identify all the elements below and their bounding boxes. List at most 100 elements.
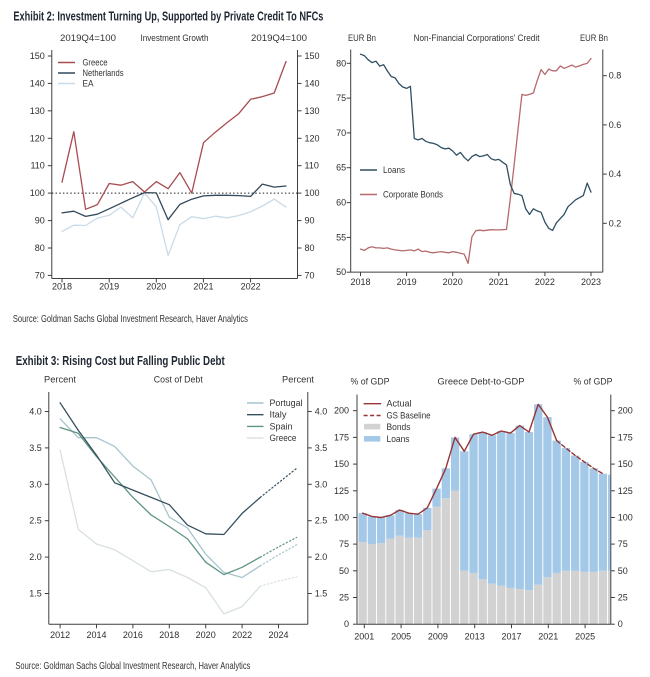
svg-text:130: 130	[305, 106, 320, 116]
svg-text:25: 25	[618, 593, 628, 603]
svg-text:100: 100	[618, 512, 633, 522]
svg-text:2018: 2018	[159, 630, 179, 640]
svg-text:50: 50	[618, 566, 628, 576]
svg-text:2016: 2016	[123, 630, 143, 640]
svg-text:2005: 2005	[391, 632, 411, 642]
svg-text:100: 100	[334, 512, 349, 522]
svg-text:Netherlands: Netherlands	[83, 68, 124, 78]
svg-text:25: 25	[339, 593, 349, 603]
svg-text:Source: Goldman Sachs Global I: Source: Goldman Sachs Global Investment …	[15, 660, 250, 672]
svg-text:55: 55	[336, 232, 346, 242]
svg-text:75: 75	[618, 539, 628, 549]
svg-text:125: 125	[618, 486, 633, 496]
svg-text:2009: 2009	[428, 632, 448, 642]
svg-text:1.5: 1.5	[315, 589, 328, 599]
svg-text:Italy: Italy	[270, 410, 288, 420]
svg-text:80: 80	[336, 58, 346, 68]
svg-text:175: 175	[334, 432, 349, 442]
svg-text:Portugal: Portugal	[270, 398, 303, 408]
svg-text:75: 75	[336, 93, 346, 103]
svg-text:120: 120	[30, 133, 45, 143]
svg-text:100: 100	[305, 188, 320, 198]
svg-text:Actual: Actual	[387, 399, 412, 409]
svg-text:2025: 2025	[575, 632, 595, 642]
svg-text:80: 80	[305, 243, 315, 253]
svg-text:Loans: Loans	[383, 165, 405, 175]
svg-text:4.0: 4.0	[29, 407, 42, 417]
svg-text:0.8: 0.8	[609, 71, 622, 81]
svg-text:2020: 2020	[443, 277, 463, 287]
svg-text:200: 200	[618, 406, 633, 416]
svg-text:2022: 2022	[535, 277, 555, 287]
svg-text:130: 130	[30, 106, 45, 116]
svg-text:2012: 2012	[50, 630, 70, 640]
svg-text:0.2: 0.2	[609, 218, 622, 228]
svg-text:0: 0	[618, 619, 623, 629]
svg-text:0.6: 0.6	[609, 120, 622, 130]
svg-text:2024: 2024	[268, 630, 288, 640]
svg-text:2019Q4=100: 2019Q4=100	[60, 33, 116, 44]
svg-text:2023: 2023	[581, 277, 601, 287]
svg-text:150: 150	[618, 459, 633, 469]
svg-text:150: 150	[334, 459, 349, 469]
svg-text:3.0: 3.0	[29, 479, 42, 489]
svg-text:% of GDP: % of GDP	[351, 377, 390, 388]
svg-text:110: 110	[305, 161, 319, 171]
svg-text:% of GDP: % of GDP	[574, 377, 613, 388]
svg-text:65: 65	[336, 163, 346, 173]
svg-text:2019Q4=100: 2019Q4=100	[251, 33, 307, 44]
svg-text:2018: 2018	[52, 282, 72, 292]
svg-text:1.5: 1.5	[29, 589, 42, 599]
svg-text:Non-Financial Corporations' Cr: Non-Financial Corporations' Credit	[414, 33, 540, 44]
svg-text:EA: EA	[83, 79, 94, 89]
svg-text:2.5: 2.5	[29, 516, 42, 526]
svg-text:0: 0	[344, 619, 349, 629]
svg-text:70: 70	[35, 270, 45, 280]
svg-text:4.0: 4.0	[315, 407, 328, 417]
svg-text:125: 125	[334, 486, 349, 496]
svg-text:Greece Debt-to-GDP: Greece Debt-to-GDP	[438, 377, 525, 388]
svg-text:2022: 2022	[232, 630, 252, 640]
svg-text:GS Baseline: GS Baseline	[387, 411, 431, 421]
svg-text:2021: 2021	[193, 282, 213, 292]
svg-text:150: 150	[305, 51, 320, 61]
svg-text:EUR Bn: EUR Bn	[348, 33, 376, 44]
svg-text:EUR Bn: EUR Bn	[580, 33, 608, 44]
svg-text:50: 50	[339, 566, 349, 576]
svg-text:90: 90	[35, 216, 45, 226]
svg-text:120: 120	[305, 133, 320, 143]
svg-text:Greece: Greece	[270, 433, 297, 443]
svg-text:50: 50	[336, 267, 346, 277]
svg-text:2017: 2017	[501, 632, 521, 642]
svg-text:3.0: 3.0	[315, 479, 328, 489]
svg-text:3.5: 3.5	[315, 443, 328, 453]
svg-text:2019: 2019	[397, 277, 417, 287]
svg-text:Cost of Debt: Cost of Debt	[154, 375, 203, 386]
svg-text:70: 70	[305, 270, 315, 280]
svg-text:60: 60	[336, 198, 346, 208]
svg-text:Bonds: Bonds	[387, 422, 411, 432]
svg-text:2019: 2019	[99, 282, 119, 292]
svg-text:140: 140	[305, 78, 320, 88]
svg-text:150: 150	[30, 51, 45, 61]
svg-text:110: 110	[30, 161, 44, 171]
svg-text:100: 100	[30, 188, 45, 198]
svg-text:Corporate Bonds: Corporate Bonds	[383, 190, 443, 200]
svg-text:2018: 2018	[350, 277, 370, 287]
svg-text:Source: Goldman Sachs Global I: Source: Goldman Sachs Global Investment …	[13, 313, 248, 325]
svg-text:75: 75	[339, 539, 349, 549]
svg-text:2013: 2013	[465, 632, 485, 642]
svg-text:2.0: 2.0	[29, 552, 42, 562]
svg-text:Percent: Percent	[44, 375, 76, 386]
svg-text:140: 140	[30, 78, 45, 88]
svg-text:2.5: 2.5	[315, 516, 328, 526]
svg-text:2.0: 2.0	[315, 552, 328, 562]
svg-text:Exhibit 3: Rising Cost but Fal: Exhibit 3: Rising Cost but Falling Publi…	[16, 354, 226, 368]
svg-text:Investment Growth: Investment Growth	[141, 33, 209, 44]
svg-text:Greece: Greece	[83, 58, 108, 68]
svg-text:90: 90	[305, 216, 315, 226]
svg-text:2014: 2014	[86, 630, 106, 640]
svg-text:200: 200	[334, 406, 349, 416]
svg-text:2020: 2020	[196, 630, 216, 640]
svg-text:Spain: Spain	[270, 421, 293, 431]
